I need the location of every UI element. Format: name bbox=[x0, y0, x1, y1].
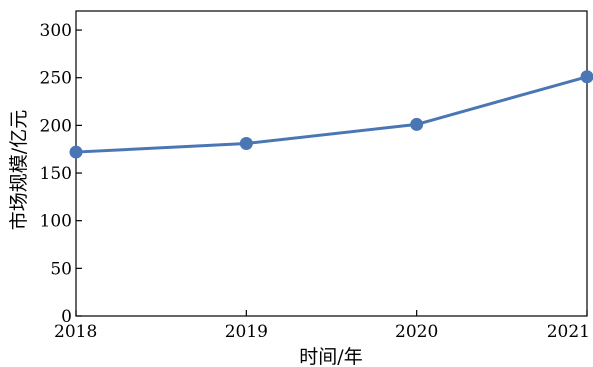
y-tick-label: 50 bbox=[50, 259, 72, 279]
series-line bbox=[75, 75, 588, 154]
x-axis-title: 时间/年 bbox=[299, 346, 362, 367]
plot-frame bbox=[75, 10, 588, 317]
y-tick-label: 100 bbox=[40, 212, 72, 232]
data-point bbox=[410, 117, 424, 131]
x-tick-label: 2018 bbox=[54, 322, 97, 342]
x-tick-label: 2021 bbox=[547, 322, 590, 342]
x-axis: 2018 2019 2020 2021 bbox=[54, 310, 590, 342]
y-axis: 0 50 100 150 200 250 300 bbox=[40, 21, 82, 327]
y-tick-label: 200 bbox=[40, 116, 72, 136]
y-axis-title: 市场规模/亿元 bbox=[8, 110, 30, 230]
data-point bbox=[69, 145, 83, 159]
y-tick-label: 250 bbox=[40, 69, 72, 89]
y-tick-label: 300 bbox=[40, 21, 72, 41]
y-tick-label: 0 bbox=[61, 307, 72, 327]
y-tick-label: 150 bbox=[40, 164, 72, 184]
x-tick-label: 2020 bbox=[395, 322, 438, 342]
x-tick-label: 2019 bbox=[225, 322, 268, 342]
series-layer bbox=[69, 70, 593, 159]
data-point bbox=[580, 70, 593, 84]
data-point bbox=[239, 136, 253, 150]
